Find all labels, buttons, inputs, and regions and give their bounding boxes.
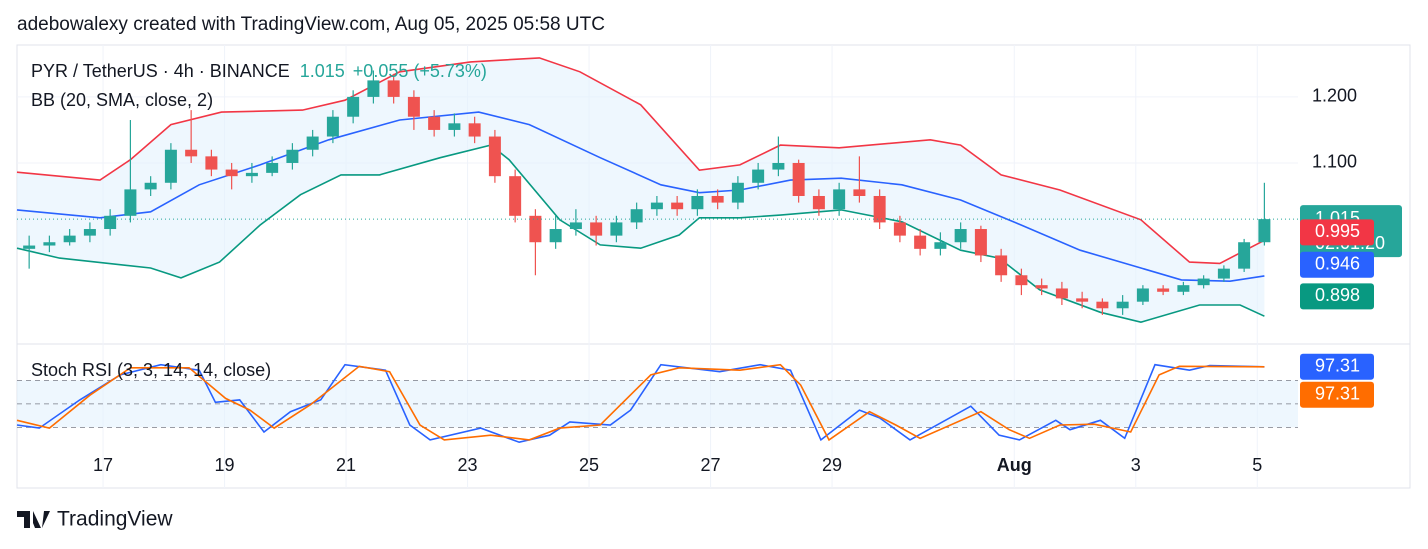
candle-body <box>650 202 663 210</box>
plot: 1.2001.10017192123252729Aug351.01502:01:… <box>16 45 1402 488</box>
x-tick-label: 23 <box>458 455 478 475</box>
candle-body <box>448 123 461 130</box>
candle-body <box>1136 288 1149 302</box>
badge-label: 0.995 <box>1315 221 1360 241</box>
candle-body <box>812 195 825 210</box>
badge-label: 0.898 <box>1315 285 1360 305</box>
price-badge <box>1300 219 1374 246</box>
candle-body <box>468 123 481 137</box>
badge-label: 97.31 <box>1315 384 1360 404</box>
y-tick-label: 1.100 <box>1312 152 1357 172</box>
candle-body <box>266 162 279 173</box>
bb-legend: BB (20, SMA, close, 2) <box>31 90 213 110</box>
x-tick-label: 21 <box>336 455 356 475</box>
candle-body <box>43 242 56 246</box>
bb-upper <box>16 57 1265 265</box>
candle-body <box>23 245 36 249</box>
bb-basis <box>16 111 1265 283</box>
candle-body <box>124 189 137 216</box>
candle-body <box>610 222 623 236</box>
price-badge <box>1300 283 1374 310</box>
x-tick-label: 25 <box>579 455 599 475</box>
candle-body <box>549 229 562 243</box>
candle-body <box>1197 278 1210 286</box>
candle-body <box>1157 288 1170 292</box>
candle-body <box>347 96 360 117</box>
candle-body <box>752 169 765 183</box>
candle-body <box>225 169 238 177</box>
chart-frame <box>16 44 1411 489</box>
candle-body <box>164 149 177 183</box>
candle-body <box>286 149 299 163</box>
candle-body <box>387 80 400 97</box>
candle-body <box>1258 219 1271 243</box>
x-tick-label: 17 <box>93 455 113 475</box>
candle-body <box>104 215 117 230</box>
candle-body <box>63 235 76 243</box>
candle-body <box>1035 285 1048 289</box>
candle-body <box>509 176 522 216</box>
candle-body <box>671 202 684 210</box>
candle-body <box>630 209 643 223</box>
candle-body <box>833 189 846 210</box>
candle-body <box>1217 268 1230 279</box>
candle-body <box>428 116 441 130</box>
candle-body <box>893 222 906 236</box>
candle-body <box>934 242 947 249</box>
stoch-d <box>16 363 1265 442</box>
price-badge <box>1300 381 1374 408</box>
candle-body <box>1076 298 1089 302</box>
x-tick-label: 27 <box>701 455 721 475</box>
y-tick-label: 1.200 <box>1312 86 1357 106</box>
candle-body <box>974 229 987 256</box>
candle-body <box>306 136 319 150</box>
candle-body <box>1096 301 1109 309</box>
candle-body <box>914 235 927 249</box>
candle-body <box>144 182 157 190</box>
candle-body <box>792 162 805 196</box>
price-badge <box>1300 251 1374 278</box>
stoch-legend: Stoch RSI (3, 3, 14, 14, close) <box>31 360 271 380</box>
price-badge <box>1300 353 1374 380</box>
candle-body <box>590 222 603 236</box>
symbol-title: PYR / TetherUS · 4h · BINANCE <box>31 61 290 81</box>
candle-body <box>529 215 542 243</box>
badge-label: 0.946 <box>1315 253 1360 273</box>
candle-body <box>954 229 967 243</box>
candle-body <box>488 136 501 177</box>
candle-body <box>205 156 218 170</box>
candle-body <box>1238 242 1251 269</box>
x-tick-label: 3 <box>1131 455 1141 475</box>
candle-body <box>853 189 866 196</box>
candle-body <box>873 195 886 223</box>
candle-body <box>569 222 582 230</box>
candle-body <box>1015 275 1028 286</box>
candle-body <box>326 116 339 137</box>
badge-label: 97.31 <box>1315 356 1360 376</box>
header: adebowalexy created with TradingView.com… <box>17 14 605 35</box>
candle-body <box>367 80 380 97</box>
x-tick-label: 29 <box>822 455 842 475</box>
x-tick-label: Aug <box>997 455 1032 475</box>
candle-body <box>772 162 785 170</box>
x-tick-label: 5 <box>1252 455 1262 475</box>
candle-body <box>691 195 704 210</box>
candle-body <box>1177 285 1190 292</box>
candle-body <box>185 149 198 157</box>
candle-body <box>711 195 724 203</box>
candle-body <box>407 96 420 117</box>
logo <box>17 511 50 528</box>
candle-body <box>731 182 744 203</box>
candle-body <box>995 255 1008 276</box>
last-price: 1.015 <box>300 61 345 81</box>
footer-brand: TradingView <box>57 508 173 531</box>
candle-body <box>83 229 96 236</box>
price-change: +0.055 (+5.73%) <box>353 61 487 81</box>
candle-body <box>1116 301 1129 309</box>
candle-body <box>245 172 258 177</box>
candle-body <box>1055 288 1068 299</box>
x-tick-label: 19 <box>215 455 235 475</box>
